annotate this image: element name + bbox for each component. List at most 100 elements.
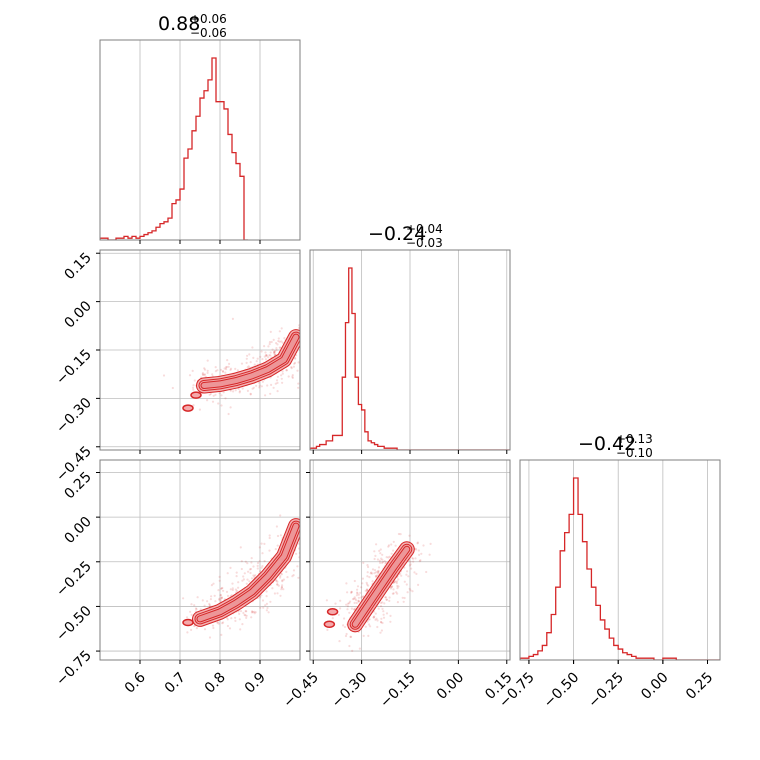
sample-point: [188, 374, 192, 377]
sample-point: [265, 609, 268, 612]
sample-point: [243, 572, 246, 575]
sample-point: [280, 340, 283, 343]
sample-point: [265, 595, 268, 598]
sample-point: [417, 583, 420, 587]
sample-point: [270, 383, 273, 386]
sample-point: [375, 617, 378, 620]
sample-point: [229, 367, 233, 370]
sample-point: [217, 589, 220, 592]
sample-point: [257, 381, 261, 384]
sample-point: [407, 575, 410, 578]
sample-point: [380, 621, 383, 624]
sample-point: [399, 572, 402, 575]
sample-point: [221, 622, 224, 625]
y-tick-label: 0.15: [61, 250, 94, 283]
sample-point: [281, 372, 284, 375]
sample-point: [375, 543, 378, 546]
sample-point: [247, 365, 250, 368]
sample-point: [195, 608, 198, 611]
sample-point: [248, 580, 251, 583]
sample-point: [211, 373, 214, 376]
sample-point: [190, 628, 193, 632]
pair-content: [162, 317, 313, 416]
sample-point: [235, 589, 239, 593]
sample-point: [258, 560, 261, 563]
sample-point: [369, 625, 372, 628]
sample-point: [348, 611, 351, 614]
sample-point: [303, 381, 305, 383]
sample-point: [392, 540, 395, 544]
sample-point: [346, 605, 349, 608]
sample-point: [293, 361, 297, 364]
sample-point: [379, 561, 382, 565]
param-title-0: 0.88: [158, 13, 200, 35]
sample-point: [206, 399, 209, 402]
sample-point: [406, 570, 409, 573]
x-tick-label: −0.50: [541, 670, 583, 712]
sample-point: [291, 374, 294, 377]
sample-point: [373, 557, 376, 561]
sample-point: [252, 356, 255, 359]
sample-point: [281, 580, 284, 583]
sample-point: [208, 393, 211, 396]
sample-point: [414, 547, 417, 550]
sample-point: [291, 575, 294, 578]
sample-point: [278, 330, 281, 333]
sample-point: [279, 534, 282, 537]
sample-point: [307, 363, 309, 365]
param-title-plus-1: +0.04: [406, 222, 443, 236]
sample-point: [314, 562, 316, 564]
sample-point: [374, 618, 377, 621]
x-tick-label: 0.9: [242, 670, 269, 697]
sample-point: [281, 341, 284, 344]
sample-point: [256, 357, 259, 360]
sample-point: [311, 352, 313, 354]
sample-point: [301, 364, 303, 366]
x-tick-label: −0.30: [329, 670, 371, 712]
sample-point: [217, 402, 220, 405]
sample-point: [397, 578, 400, 581]
sample-point: [250, 611, 254, 614]
sample-point: [388, 599, 391, 603]
sample-point: [285, 570, 288, 574]
sample-point: [350, 590, 353, 594]
sample-point: [278, 340, 281, 343]
sample-point: [392, 549, 395, 552]
sample-point: [352, 597, 355, 600]
sample-point: [261, 380, 264, 383]
sample-point: [218, 597, 221, 600]
sample-point: [282, 578, 285, 581]
sample-point: [379, 548, 382, 551]
sample-point: [237, 387, 240, 390]
sample-point: [246, 354, 249, 357]
sample-point: [394, 544, 397, 547]
sample-point: [369, 572, 372, 575]
sample-point: [265, 602, 268, 606]
sample-point: [285, 369, 288, 372]
sample-point: [397, 585, 400, 588]
sample-point: [372, 616, 375, 619]
sample-point: [231, 317, 234, 320]
sample-point: [220, 633, 223, 637]
sample-point: [226, 359, 229, 362]
sample-point: [212, 394, 215, 397]
sample-point: [381, 558, 384, 561]
sample-point: [245, 357, 248, 360]
sample-point: [275, 349, 278, 352]
sample-point: [384, 596, 387, 599]
sample-point: [409, 589, 412, 592]
sample-point: [371, 568, 375, 571]
sample-point: [385, 612, 389, 615]
sample-point: [401, 596, 404, 599]
sample-point: [203, 368, 207, 371]
sample-point: [348, 644, 351, 648]
sample-point: [400, 574, 403, 577]
sample-point: [302, 343, 304, 345]
sample-point: [258, 386, 261, 389]
sample-point: [428, 553, 431, 556]
sample-point: [261, 552, 264, 555]
sample-point: [345, 582, 348, 585]
sample-point: [251, 610, 254, 614]
x-tick-label: 0.00: [434, 670, 467, 703]
histogram-2: [520, 477, 720, 660]
